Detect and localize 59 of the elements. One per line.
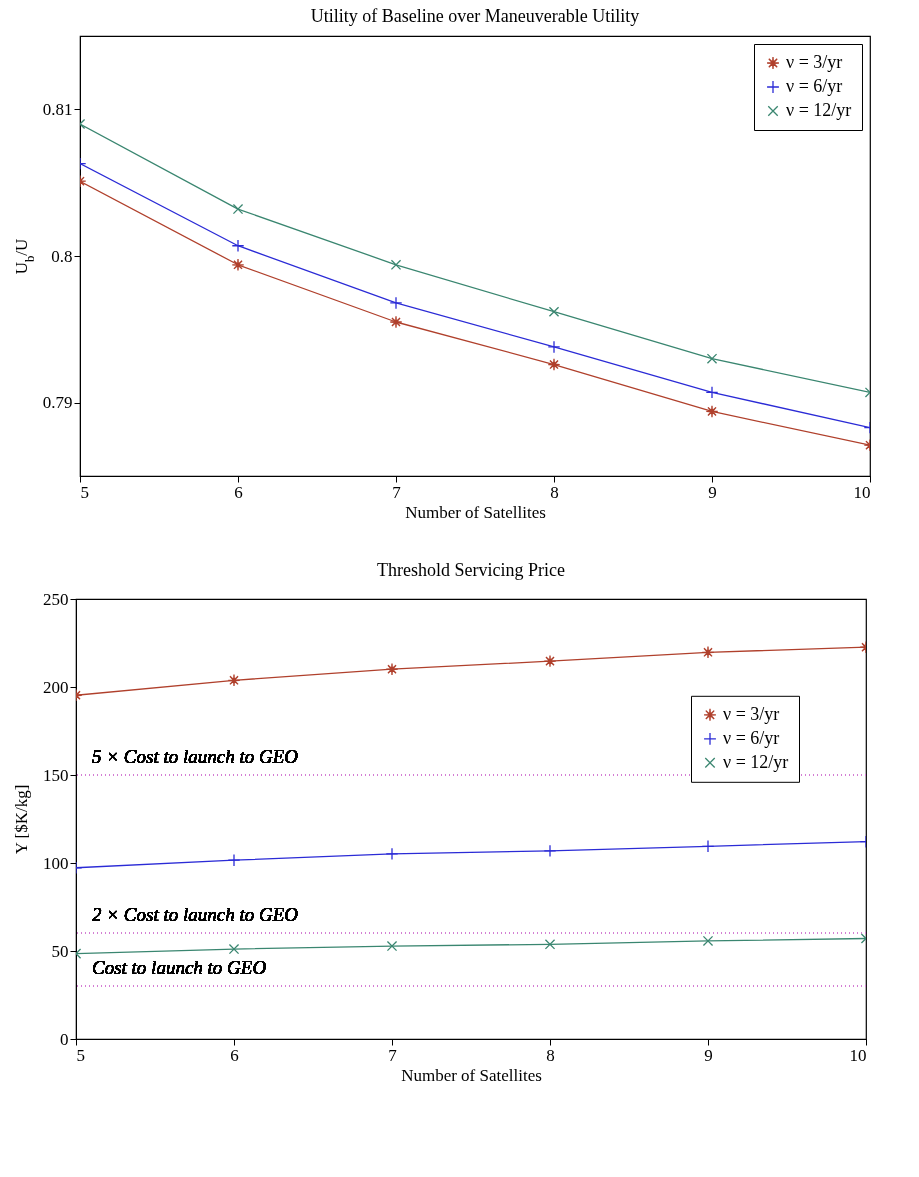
point <box>543 654 557 668</box>
y-tick-label: 0.79 <box>42 393 73 413</box>
point <box>390 259 402 271</box>
point <box>228 943 240 955</box>
point <box>227 853 241 867</box>
legend-label: ν = 12/yr <box>786 100 852 120</box>
x-tick-label: 9 <box>704 1045 713 1065</box>
x-tick-label: 7 <box>392 482 402 502</box>
chart-title: Threshold Servicing Price <box>377 560 565 580</box>
x-tick-label: 10 <box>853 482 871 502</box>
point <box>232 203 244 215</box>
point <box>231 239 245 253</box>
point <box>385 662 399 676</box>
point <box>547 340 561 354</box>
point <box>706 353 718 364</box>
legend-label: ν = 6/yr <box>786 76 843 96</box>
chart-title: Utility of Baseline over Maneuverable Utility <box>310 6 640 26</box>
y-tick-label: 100 <box>43 853 69 873</box>
y-tick-label: 200 <box>43 677 69 697</box>
legend-label: ν = 3/yr <box>786 52 843 72</box>
x-axis-title: Number of Satellites <box>401 1065 542 1085</box>
point <box>701 839 715 853</box>
y-axis-title: Υ [$K/kg] <box>12 784 31 855</box>
ref-line-label: 2 × Cost to launch to GEO <box>92 904 299 926</box>
point <box>385 847 399 861</box>
point <box>389 296 403 310</box>
x-tick-label: 10 <box>849 1045 867 1065</box>
x-tick-label: 8 <box>550 482 559 502</box>
point <box>227 673 241 687</box>
point <box>705 405 719 418</box>
point <box>543 844 557 858</box>
point <box>389 315 403 329</box>
ref-line-label: Cost to launch to GEO <box>92 957 267 979</box>
y-tick-label: 250 <box>43 589 69 609</box>
point <box>547 358 561 371</box>
x-tick-label: 7 <box>388 1045 398 1065</box>
x-tick-label: 9 <box>708 482 717 502</box>
point <box>386 940 398 952</box>
x-tick-label: 8 <box>546 1045 555 1065</box>
legend-label: ν = 6/yr <box>723 727 780 748</box>
y-tick-label: 50 <box>51 941 69 961</box>
ref-line-label: 5 × Cost to launch to GEO <box>92 746 299 767</box>
x-tick-label: 6 <box>234 482 243 502</box>
y-tick-label: 150 <box>43 765 69 785</box>
point <box>548 306 560 317</box>
point <box>544 939 556 950</box>
point <box>702 935 714 947</box>
x-tick-label: 6 <box>230 1045 239 1065</box>
y-tick-label: 0 <box>60 1029 69 1049</box>
point <box>701 645 715 659</box>
x-tick-label: 5 <box>80 482 89 502</box>
y-tick-label: 0.8 <box>51 246 73 266</box>
y-tick-label: 0.81 <box>42 99 73 119</box>
x-axis-title: Number of Satellites <box>405 502 546 522</box>
x-tick-label: 5 <box>76 1045 85 1065</box>
legend-label: ν = 12/yr <box>723 751 789 772</box>
legend-label: ν = 3/yr <box>723 703 780 724</box>
point <box>705 386 719 399</box>
point <box>231 258 245 272</box>
